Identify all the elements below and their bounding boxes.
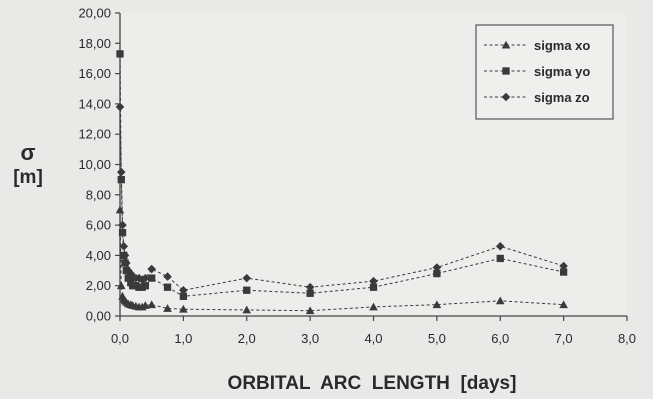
data-point [495, 296, 505, 305]
legend-label: sigma zo [534, 90, 590, 105]
series-triangle [115, 205, 568, 315]
data-point [243, 286, 251, 294]
data-point [179, 304, 188, 313]
x-tick-label: 7,0 [555, 331, 573, 346]
data-point [116, 50, 124, 58]
series-line [119, 53, 564, 297]
x-tick-label: 8,0 [618, 331, 636, 346]
data-point [148, 274, 156, 282]
y-axis-symbol: σ [20, 140, 35, 165]
data-point [179, 285, 188, 295]
data-point [369, 283, 378, 291]
x-tick-label: 3,0 [301, 331, 319, 346]
legend-marker [501, 92, 511, 102]
x-axis-title: ORBITAL ARC LENGTH [days] [228, 373, 517, 394]
y-tick-label: 0,00 [86, 309, 111, 324]
data-point [559, 300, 568, 309]
data-point [179, 292, 188, 300]
y-axis-unit: [m] [13, 167, 43, 188]
data-point [126, 269, 136, 278]
data-point [496, 254, 504, 263]
data-point [432, 263, 442, 272]
x-axis: 0,0 1,0 2,0 3,0 4,0 5,0 6,0 7,0 8,0 [111, 315, 636, 346]
data-point [369, 302, 378, 311]
y-tick-label: 18,00 [78, 36, 111, 51]
series-diamond [115, 102, 568, 295]
y-tick-label: 12,00 [78, 127, 111, 142]
data-point [369, 276, 378, 286]
data-point [123, 266, 133, 275]
legend-label: sigma xo [534, 38, 590, 53]
data-point [141, 273, 150, 283]
x-tick-label: 4,0 [364, 331, 382, 346]
data-point [116, 167, 126, 177]
y-tick-label: 2,00 [86, 278, 111, 293]
data-point [163, 283, 172, 291]
legend-marker [502, 67, 510, 75]
x-tick-label: 6,0 [491, 331, 509, 346]
data-point [163, 272, 172, 281]
y-tick-label: 6,00 [86, 218, 111, 233]
y-tick-label: 8,00 [86, 187, 111, 202]
data-point [141, 301, 150, 309]
data-point [124, 274, 132, 282]
series-line [119, 106, 564, 291]
data-point [306, 289, 314, 297]
data-point [141, 282, 150, 290]
data-point [242, 273, 252, 283]
series-square [116, 50, 568, 300]
data-point [116, 281, 126, 290]
data-point [118, 220, 127, 230]
legend: sigma xo sigma yo sigma zo [475, 24, 614, 120]
data-point [119, 242, 129, 251]
y-tick-label: 10,00 [78, 157, 111, 172]
data-point [495, 242, 505, 251]
data-point [433, 269, 441, 278]
data-point [120, 251, 130, 260]
data-point [163, 304, 172, 312]
data-point [242, 305, 252, 314]
data-point [305, 306, 315, 315]
x-tick-label: 2,0 [238, 331, 256, 346]
data-point [137, 275, 147, 284]
y-tick-label: 16,00 [78, 66, 111, 81]
y-tick-label: 4,00 [86, 248, 111, 263]
data-point [147, 300, 156, 309]
x-tick-label: 5,0 [428, 331, 446, 346]
data-point [115, 102, 125, 112]
x-tick-label: 1,0 [174, 331, 192, 346]
data-point [122, 258, 131, 268]
y-tick-label: 20,00 [78, 6, 111, 21]
legend-box [475, 24, 614, 120]
y-tick-label: 14,00 [78, 96, 111, 111]
legend-marker [501, 40, 511, 49]
data-point [134, 273, 144, 283]
data-point [432, 300, 442, 309]
x-tick-label: 0,0 [111, 331, 129, 346]
data-point [147, 264, 156, 274]
data-point [128, 272, 137, 281]
data-point [559, 268, 568, 276]
legend-label: sigma yo [534, 64, 590, 79]
data-point [305, 282, 315, 292]
data-point [559, 261, 568, 271]
y-axis: 0,00 2,00 4,00 6,00 8,00 10,00 12,00 14,00 16,00… [78, 6, 121, 324]
series-layer [115, 50, 568, 315]
data-point [118, 229, 127, 237]
